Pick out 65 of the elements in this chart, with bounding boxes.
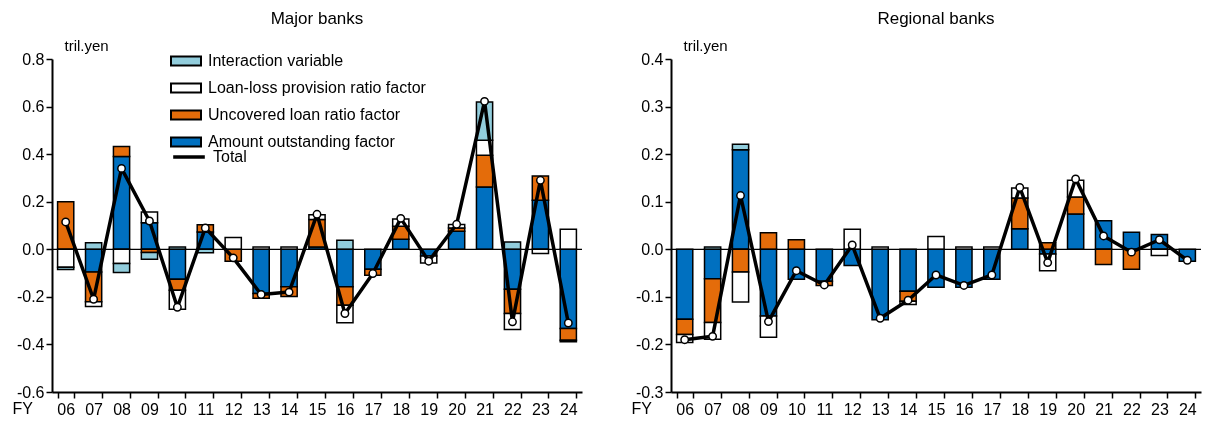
x-tick-label: 08 [732,400,751,418]
y-tick-label: 0.4 [22,145,45,163]
x-tick-label: 07 [704,400,723,418]
legend-label: Loan-loss provision ratio factor [208,79,427,96]
x-tick-label: 13 [871,400,890,418]
y-tick-label: 0.6 [22,98,45,116]
x-tick-label: 17 [364,400,383,418]
y-tick-label: -0.1 [635,288,664,306]
y-tick-label: -0.3 [635,383,664,401]
y-tick-label: 0.1 [641,193,664,211]
legend-label: Uncovered loan ratio factor [208,106,401,123]
x-tick-label: 18 [1011,400,1030,418]
y-tick-label: 0.3 [641,98,664,116]
x-tick-label: 23 [1150,400,1169,418]
x-tick-label: 10 [168,400,187,418]
x-tick-label: 15 [927,400,946,418]
x-tick-label: 12 [843,400,862,418]
y-tick-label: 0.4 [641,50,664,68]
y-tick-label: -0.6 [16,383,45,401]
x-tick-label: 16 [336,400,355,418]
legend-label: Amount outstanding factor [208,133,396,150]
x-tick-label: 06 [57,400,76,418]
y-tick-label: -0.4 [16,335,45,353]
y-axis-title: tril.yen [64,36,109,54]
x-tick-label: 11 [197,400,215,418]
y-tick-label: -0.2 [635,335,664,353]
x-tick-label: 22 [504,400,522,418]
x-tick-label: 21 [1095,400,1114,418]
y-tick-label: 0.2 [641,145,664,163]
x-tick-label: 15 [308,400,327,418]
y-tick-label: 0.8 [22,50,45,68]
y-axis-title: tril.yen [683,36,728,54]
y-tick-label: 0.2 [22,193,45,211]
x-tick-label: 14 [899,400,918,418]
x-tick-label: 06 [676,400,695,418]
x-tick-label: 13 [252,400,271,418]
x-tick-label: 11 [816,400,834,418]
x-tick-label: 12 [224,400,243,418]
y-tick-label: -0.2 [16,288,45,306]
x-tick-label: 09 [760,400,778,418]
x-tick-label: 18 [392,400,411,418]
legend-label: Total [213,148,247,165]
legend-label: Interaction variable [208,52,344,69]
x-axis-title: FY [631,399,653,417]
chart-title: Major banks [270,9,364,28]
x-tick-label: 20 [1067,400,1086,418]
y-tick-label: 0.0 [641,240,664,258]
x-tick-label: 16 [955,400,974,418]
x-tick-label: 17 [983,400,1002,418]
x-tick-label: 14 [280,400,299,418]
x-tick-label: 21 [476,400,495,418]
x-tick-label: 10 [787,400,806,418]
x-tick-label: 19 [1039,400,1058,418]
x-tick-label: 23 [531,400,550,418]
x-tick-label: 19 [420,400,439,418]
x-tick-label: 24 [1178,400,1197,418]
x-tick-label: 24 [559,400,578,418]
x-tick-label: 07 [85,400,104,418]
y-tick-label: 0.0 [22,240,45,258]
x-tick-label: 20 [448,400,467,418]
x-tick-label: 09 [141,400,159,418]
x-tick-label: 08 [113,400,132,418]
chart-title: Regional banks [877,9,995,28]
x-axis-title: FY [12,399,34,417]
x-tick-label: 22 [1123,400,1141,418]
